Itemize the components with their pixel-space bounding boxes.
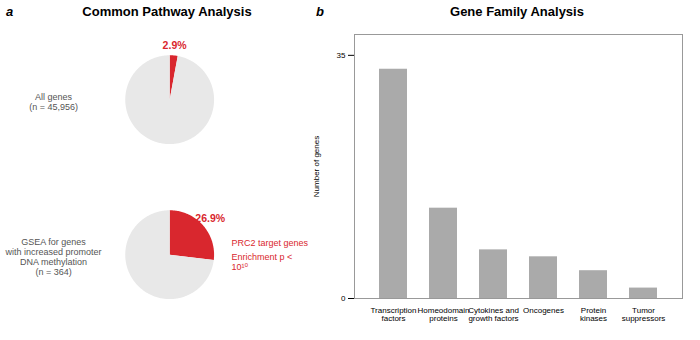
svg-text:Transcriptionfactors: Transcriptionfactors: [371, 306, 417, 323]
html-text:PRC2 target genes: PRC2 target genes: [231, 237, 309, 248]
html-text:a: a: [6, 4, 14, 19]
svg-text:Proteinkinases: Proteinkinases: [580, 306, 607, 323]
svg-text:Cytokines andgrowth factors: Cytokines andgrowth factors: [468, 306, 519, 323]
html-text:Gene Family Analysis: Gene Family Analysis: [450, 4, 584, 19]
html-text:b: b: [316, 4, 324, 19]
html-text:Enrichment p < 10¹⁰: Enrichment p < 10¹⁰: [231, 251, 293, 272]
html-text:All genes (n = 45,956): All genes (n = 45,956): [29, 91, 78, 112]
svg-text:2.9%: 2.9%: [163, 39, 188, 51]
svg-text:Tumorsuppressors: Tumorsuppressors: [622, 306, 666, 323]
svg-text:Number of genes: Number of genes: [312, 136, 321, 197]
svg-text:26.9%: 26.9%: [195, 212, 225, 224]
html-text:Common Pathway Analysis: Common Pathway Analysis: [82, 4, 252, 19]
svg-text:35: 35: [337, 51, 346, 60]
html-text:GSEA for genes with increased: GSEA for genes with increased promoter D…: [5, 236, 102, 277]
svg-text:Homeodomainproteins: Homeodomainproteins: [417, 306, 469, 323]
svg-text:Oncogenes: Oncogenes: [523, 306, 564, 315]
svg-text:0: 0: [341, 294, 346, 303]
